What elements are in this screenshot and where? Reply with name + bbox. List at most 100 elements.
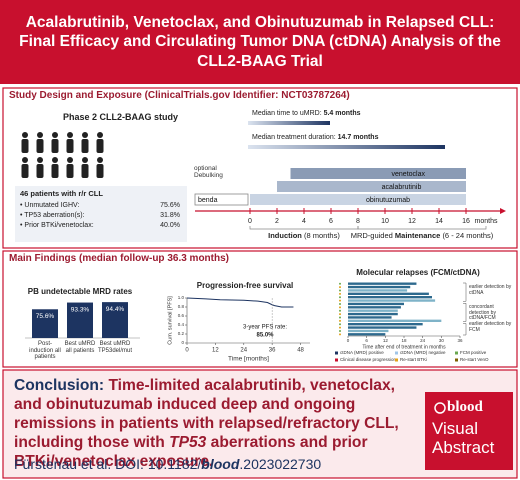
- section-heading: Study Design and Exposure (ClinicalTrial…: [9, 90, 350, 101]
- bar: [348, 312, 398, 316]
- person-head: [82, 132, 88, 138]
- x-tick-label: Best uMRD TP53del/mut: [97, 341, 133, 354]
- x-axis-label: Time [months]: [228, 356, 269, 363]
- maintenance: Maintenance: [395, 231, 440, 240]
- legend-label: Re-start VenO: [460, 357, 489, 362]
- benda-box: [194, 193, 249, 206]
- person-body: [66, 139, 74, 153]
- legend-swatch: [395, 351, 398, 355]
- marker: [339, 319, 341, 322]
- value-label: 94.4%: [106, 306, 125, 313]
- x-tick-label: 0: [248, 218, 252, 225]
- person-head: [97, 157, 103, 163]
- bar: [348, 299, 436, 302]
- optional-debulking: optional Debulking: [194, 165, 223, 180]
- chart-title: PB undetectable MRD rates: [28, 287, 133, 296]
- characteristic-value: 31.8%: [160, 212, 180, 220]
- bar: [348, 319, 442, 322]
- x-tick-label: 2: [275, 218, 279, 225]
- characteristic-label: • Unmutated IGHV:: [20, 202, 80, 209]
- marker: [339, 333, 341, 336]
- group-brace: [463, 323, 467, 336]
- bar: [348, 302, 404, 306]
- x-tick-label: 24: [420, 338, 426, 343]
- y-tick-label: 0.6: [178, 313, 185, 318]
- marker: [339, 313, 341, 316]
- value-label: 93.3%: [71, 306, 90, 313]
- bar: [67, 302, 93, 338]
- y-tick-label: 0.2: [178, 331, 185, 336]
- legend-swatch: [395, 358, 398, 362]
- x-tick-label: 12: [383, 338, 389, 343]
- mrd-guided: MRD-guided: [351, 231, 393, 240]
- x-tick-label: 6: [365, 338, 368, 343]
- label: Median treatment duration:: [252, 134, 336, 141]
- x-tick-label: 36: [269, 348, 276, 354]
- legend-swatch: [455, 351, 458, 355]
- bar: [348, 282, 417, 285]
- findings-panel: [2, 250, 518, 368]
- characteristic-value: 40.0%: [160, 222, 180, 230]
- bar: [348, 292, 429, 295]
- x-tick-label: 4: [302, 218, 306, 225]
- marker: [339, 289, 341, 292]
- x-axis-label: Time after end of treatment in months: [362, 344, 446, 350]
- group-label: concordant detection by ctDNA/FCM: [469, 304, 496, 322]
- x-tick-label: 10: [381, 218, 389, 225]
- legend-swatch: [455, 358, 458, 362]
- person-body: [21, 164, 29, 178]
- marker: [339, 296, 341, 299]
- y-tick-label: 0.8: [178, 304, 185, 309]
- person-head: [22, 132, 28, 138]
- title: Acalabrutinib, Venetoclax, and Obinutuzu…: [19, 13, 501, 70]
- bracket: [357, 226, 487, 230]
- person-head: [82, 157, 88, 163]
- person-body: [21, 139, 29, 153]
- citation: Fürstenau et al. DOI: 10.1182/blood.2023…: [14, 456, 321, 472]
- marker: [339, 316, 341, 319]
- bar: [348, 333, 386, 336]
- marker: [339, 282, 341, 285]
- person-body: [36, 139, 44, 153]
- legend-swatch: [335, 351, 338, 355]
- brand-logo: blood: [447, 399, 483, 415]
- legend-label: ctDNA (MRD) positive: [340, 350, 384, 355]
- bar: [348, 326, 417, 329]
- x-tick-label: 12: [212, 348, 219, 354]
- marker: [339, 323, 341, 326]
- conclusion-text: aberrations and prior BTKi/venetoclax ex…: [14, 434, 368, 471]
- person-body: [81, 139, 89, 153]
- person-body: [96, 164, 104, 178]
- chart-title: Molecular relapses (FCM/ctDNA): [356, 268, 480, 277]
- axis-arrow: [500, 208, 506, 214]
- group-brace: [463, 282, 467, 302]
- characteristic: • TP53 aberration(s): 31.8%: [20, 211, 180, 221]
- characteristic: • Unmutated IGHV: 75.6%: [20, 201, 180, 211]
- x-tick-label: 14: [435, 218, 443, 225]
- value: 14.7 months: [337, 134, 379, 141]
- bar: [348, 329, 389, 333]
- person-body: [36, 164, 44, 178]
- y-tick-label: 0.4: [178, 322, 185, 327]
- citation-id: .2023022730: [239, 456, 322, 472]
- value-label: 75.6%: [36, 313, 55, 320]
- x-tick-label: 30: [439, 338, 445, 343]
- bar: [348, 306, 401, 309]
- bar: [348, 309, 398, 312]
- characteristic-label: • Prior BTKi/venetoclax:: [20, 222, 94, 230]
- axis-unit: months: [475, 218, 498, 225]
- conclusion-label: Conclusion:: [14, 377, 105, 394]
- study-label: Phase 2 CLL2-BAAG study: [63, 112, 179, 122]
- bar: [102, 302, 128, 338]
- person-head: [22, 157, 28, 163]
- brand-text: Visual Abstract: [432, 419, 494, 457]
- characteristics: • Unmutated IGHV: 75.6% • TP53 aberration(…: [20, 201, 180, 231]
- marker: [339, 286, 341, 289]
- marker: [339, 299, 341, 302]
- brand-line: Visual: [432, 419, 478, 438]
- x-tick-label: Post-induction all patients: [29, 341, 61, 361]
- bar: [348, 285, 411, 289]
- value: 5.4 months: [323, 110, 361, 117]
- x-tick-label: 16: [462, 218, 470, 225]
